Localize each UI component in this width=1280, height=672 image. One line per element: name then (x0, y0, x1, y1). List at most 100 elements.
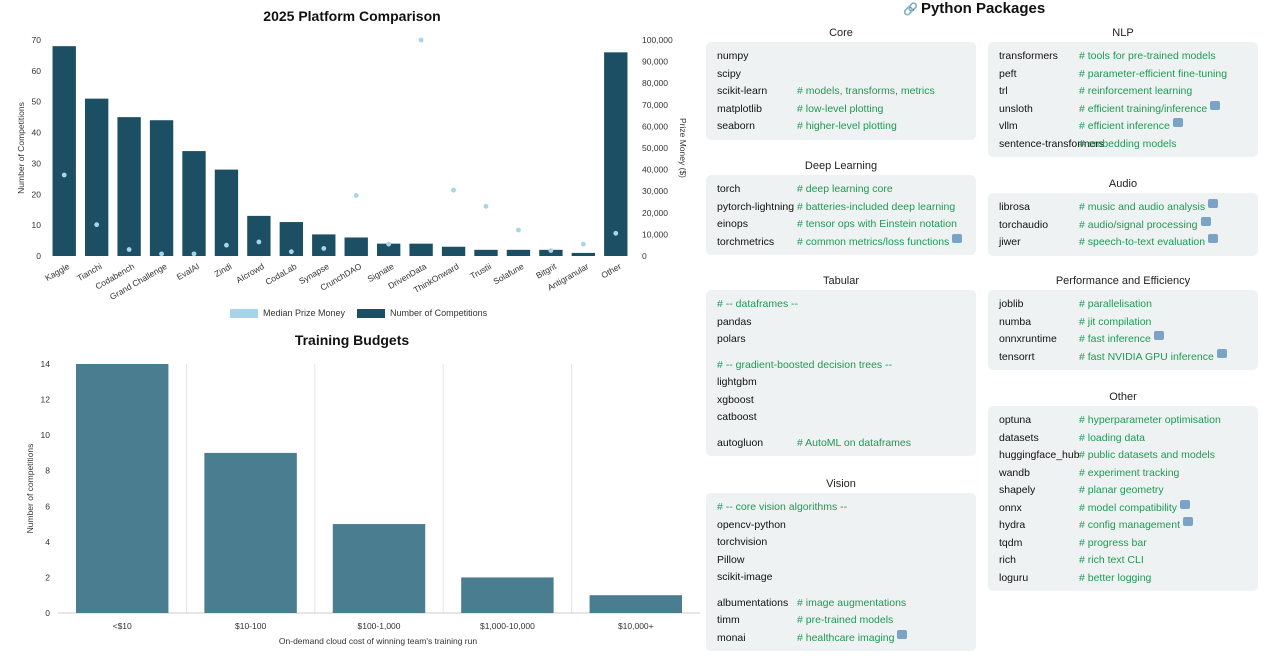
section-nlp: NLP transformers # tools for pre-trained … (988, 24, 1258, 157)
pkg-name: albumentations (717, 596, 789, 609)
pkg-name: peft (999, 67, 1017, 80)
list-item: autogluon # AutoML on dataframes (717, 435, 966, 453)
section-audio-head: Audio (1108, 178, 1138, 190)
y-axis-label: Number of competitions (25, 444, 35, 534)
y-tick-label: 10 (41, 430, 51, 440)
y2-tick-label: 10,000 (642, 229, 668, 239)
bar (474, 249, 498, 256)
pkg-name: onnx (999, 501, 1022, 514)
pkg-name: torch (717, 183, 741, 195)
training-budgets-chart: 0 2 4 6 8 10 12 14 Number of competitions <$10 $10… (25, 359, 700, 646)
new-badge-icon (1216, 348, 1227, 358)
section-vision-head: Vision (826, 478, 856, 490)
bar (117, 117, 141, 257)
y-tick-label: 10 (32, 220, 42, 230)
y2-tick-label: 80,000 (642, 78, 668, 88)
section-core-box: numpy scipy scikit-learn # models, transfor… (706, 42, 976, 140)
list-item: # -- dataframes -- (717, 296, 966, 314)
new-badge-icon (1208, 234, 1219, 243)
pkg-comment: # AutoML on dataframes (797, 436, 912, 449)
y-tick-label: 40 (32, 128, 42, 138)
y-tick-label: 0 (45, 608, 50, 618)
pkg-name: onnxruntime (999, 333, 1057, 345)
pkg-name: opencv-python (717, 518, 786, 531)
pkg-comment: # music and audio analysis (1079, 201, 1206, 213)
bar (279, 222, 304, 256)
pkg-name: torchaudio (999, 218, 1049, 231)
chart1-legend: Median Prize Money Number of Competition… (230, 308, 487, 318)
list-item: torchaudio # audio/signal processing (999, 216, 1248, 235)
pkg-comment: # planar geometry (1079, 484, 1164, 496)
point (548, 248, 554, 254)
pkg-comment: # audio/signal processing (1079, 218, 1198, 231)
pkg-comment: # efficient inference (1079, 120, 1170, 132)
pkg-name: wandb (999, 466, 1030, 479)
section-vision-box: # -- core vision algorithms -- opencv-py… (706, 493, 976, 651)
pkg-comment: # better logging (1079, 571, 1152, 584)
list-item: hydra # config management (999, 517, 1248, 535)
section-core: Core numpy scipy scikit-learn # models, tra… (706, 24, 976, 140)
pkg-name: pandas (717, 315, 752, 328)
section-tabular: Tabular # -- dataframes -- pandas polars… (706, 272, 976, 456)
list-item: tensorrt # fast NVIDIA GPU inference (999, 348, 1248, 367)
pkg-comment: # batteries-included deep learning (797, 200, 956, 213)
x-tick-label: $1,000-10,000 (480, 621, 535, 631)
list-item: sentence-transformers # embedding models (999, 136, 1248, 154)
pkg-name: trl (999, 85, 1008, 97)
pkg-name: xgboost (717, 393, 754, 406)
list-item: timm # pre-trained models (717, 612, 966, 630)
pkg-comment: # public datasets and models (1079, 449, 1216, 461)
bar (506, 249, 531, 256)
point (321, 246, 327, 251)
x-tick-label: Kaggle (43, 261, 71, 283)
list-item: # -- gradient-boosted decision trees -- (717, 357, 966, 375)
list-item: scikit-learn # models, transforms, metric… (717, 83, 966, 101)
pkg-comment: # reinforcement learning (1079, 85, 1193, 97)
x-tick-label: $10,000+ (618, 621, 654, 631)
pkg-name: jiwer (999, 236, 1021, 248)
new-badge-icon (1200, 216, 1211, 226)
pkg-comment: # pre-trained models (797, 614, 894, 626)
list-item: joblib # parallelisation (999, 296, 1248, 314)
y-tick-label: 60 (32, 66, 42, 76)
y2-tick-label: 40,000 (642, 165, 668, 175)
section-other: Other optuna # hyperparameter optimisatio… (988, 388, 1258, 591)
section-dl: Deep Learning torch # deep learning core p… (706, 157, 976, 255)
y-axis-label: Number of Competitions (16, 102, 26, 194)
bar (589, 595, 683, 613)
pkg-name: monai (717, 631, 746, 644)
list-item: transformers # tools for pre-trained mode… (999, 48, 1248, 66)
pkg-name: matplotlib (717, 102, 762, 115)
y-tick-label: 0 (36, 251, 41, 261)
legend-swatch-count (357, 308, 386, 318)
section-perf: Performance and Efficiency joblib # paral… (988, 272, 1258, 370)
link-icon: 🔗 (903, 2, 918, 16)
bar (409, 243, 433, 256)
point (386, 241, 392, 247)
list-item: jiwer # speech-to-text evaluation (999, 234, 1248, 252)
pkg-comment: # healthcare imaging (797, 631, 895, 644)
pkg-name: vllm (999, 120, 1018, 132)
point (61, 172, 67, 178)
pkg-name: timm (717, 614, 740, 626)
pkg-name: scikit-learn (717, 85, 768, 97)
pkg-comment: # jit compilation (1079, 315, 1152, 328)
y-tick-label: 70 (32, 35, 42, 45)
pkg-comment: # experiment tracking (1079, 466, 1180, 479)
section-other-box: optuna # hyperparameter optimisation datas… (988, 406, 1258, 591)
list-item: unsloth # efficient training/inference (999, 100, 1248, 119)
pkg-name: polars (717, 333, 746, 345)
y2-tick-label: 60,000 (642, 121, 668, 131)
legend-swatch-prize (230, 308, 258, 318)
pkg-name: loguru (999, 571, 1029, 584)
pkg-comment: # tensor ops with Einstein notation (797, 218, 957, 230)
y2-tick-label: 20,000 (642, 208, 668, 218)
pkg-name: hydra (999, 519, 1026, 531)
point (191, 251, 197, 257)
section-dl-head: Deep Learning (804, 160, 878, 172)
tab-comment-dataframes: # -- dataframes -- (717, 298, 799, 310)
pkg-comment: # hyperparameter optimisation (1079, 414, 1221, 426)
point (353, 193, 359, 198)
bar (344, 237, 368, 256)
section-nlp-box: transformers # tools for pre-trained mode… (988, 42, 1258, 157)
